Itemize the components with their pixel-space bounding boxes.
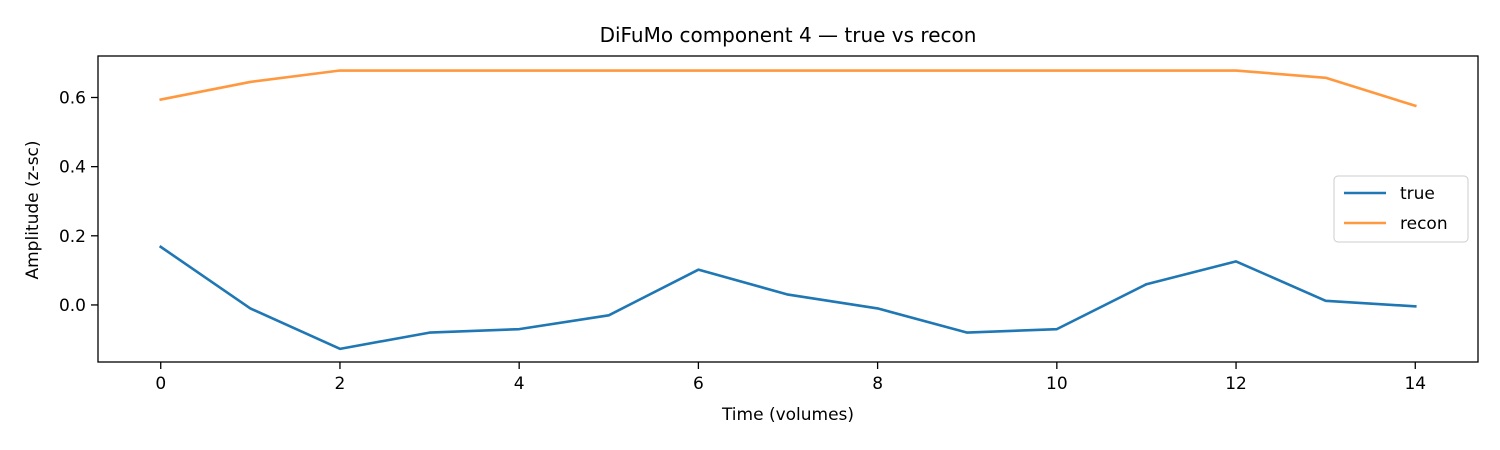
x-tick-label: 4 [514, 374, 525, 394]
series-line-recon [159, 69, 1417, 108]
chart-title: DiFuMo component 4 — true vs recon [600, 23, 977, 47]
x-tick-label: 6 [693, 374, 704, 394]
plot-frame [97, 55, 1479, 363]
x-tick-label: 12 [1225, 374, 1247, 394]
x-axis-title: Time (volumes) [721, 405, 854, 425]
x-tick-label: 14 [1404, 374, 1426, 394]
plot-area: 0 2 4 6 8 10 12 14 0.0 0.2 0.4 0.6 [59, 55, 1479, 394]
x-tick-label: 0 [155, 374, 166, 394]
y-tick-label: 0.4 [59, 158, 86, 178]
x-tick-label: 10 [1046, 374, 1068, 394]
x-tick-label: 8 [872, 374, 883, 394]
legend: true recon [1333, 175, 1469, 243]
legend-label-true: true [1400, 184, 1435, 204]
y-tick-label: 0.0 [59, 296, 86, 316]
y-tick-label: 0.6 [59, 88, 86, 108]
y-axis-title: Amplitude (z-sc) [23, 140, 43, 279]
legend-label-recon: recon [1400, 214, 1448, 234]
series-line-true [158, 245, 1417, 351]
x-tick-label: 2 [335, 374, 346, 394]
y-tick-label: 0.2 [59, 227, 86, 247]
